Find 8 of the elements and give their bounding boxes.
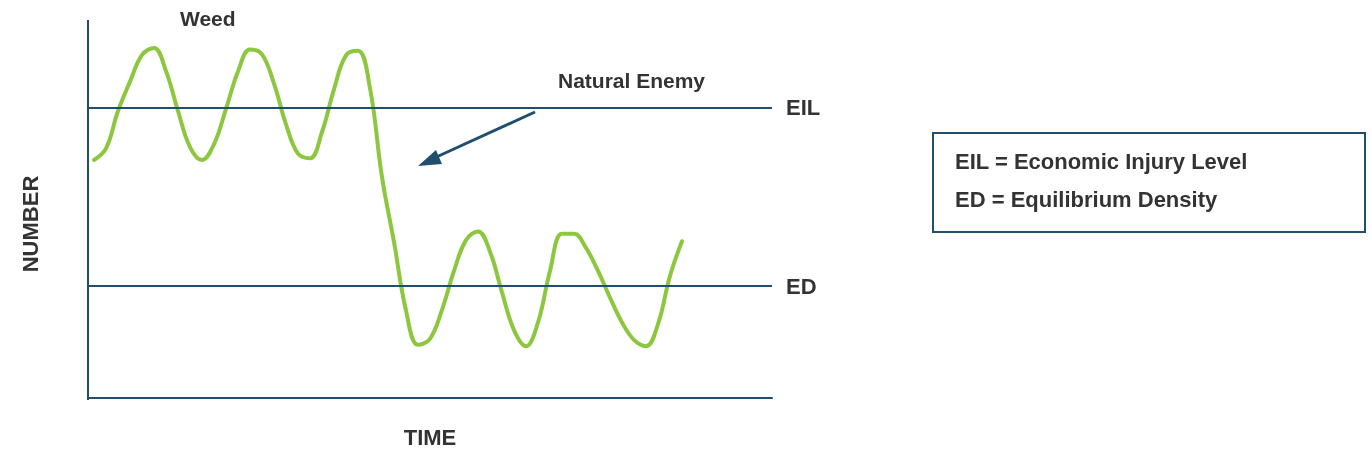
text: EIL = Economic Injury Level bbox=[955, 148, 1248, 174]
text: ED = Equilibrium Density bbox=[955, 186, 1218, 212]
y-axis-title: NUMBER bbox=[17, 175, 43, 273]
annotation: Natural Enemy bbox=[558, 69, 706, 92]
x-axis-title: TIME bbox=[403, 424, 457, 450]
ref-line-label: ED bbox=[786, 273, 817, 299]
ref-line-label: EIL bbox=[786, 95, 821, 120]
series-label: Weed bbox=[180, 7, 236, 30]
